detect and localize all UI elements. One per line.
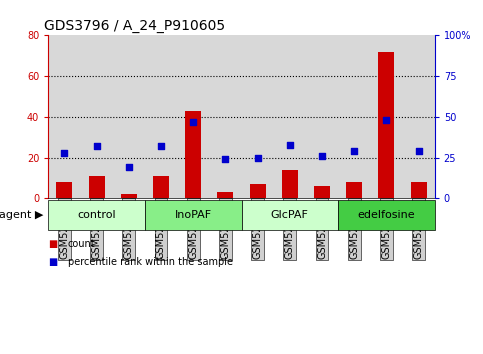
Bar bbox=[185, 111, 201, 198]
Point bbox=[254, 155, 261, 160]
Text: ■: ■ bbox=[48, 239, 57, 249]
Point bbox=[189, 119, 197, 125]
Bar bbox=[378, 52, 395, 198]
Point bbox=[60, 150, 68, 155]
Point bbox=[318, 153, 326, 159]
Text: GlcPAF: GlcPAF bbox=[271, 210, 309, 220]
Point bbox=[222, 156, 229, 162]
Point bbox=[286, 142, 294, 147]
Bar bbox=[121, 194, 137, 198]
Point bbox=[157, 143, 165, 149]
Point bbox=[125, 165, 133, 170]
Bar bbox=[250, 184, 266, 198]
Bar bbox=[411, 182, 426, 198]
Text: ■: ■ bbox=[48, 257, 57, 267]
Text: agent ▶: agent ▶ bbox=[0, 210, 43, 220]
Text: InoPAF: InoPAF bbox=[175, 210, 212, 220]
Bar bbox=[88, 176, 105, 198]
Text: count: count bbox=[68, 239, 95, 249]
Bar bbox=[346, 182, 362, 198]
Text: percentile rank within the sample: percentile rank within the sample bbox=[68, 257, 233, 267]
Bar bbox=[57, 182, 72, 198]
Point bbox=[383, 117, 390, 123]
Point bbox=[350, 148, 358, 154]
Bar bbox=[217, 192, 233, 198]
Point bbox=[93, 143, 100, 149]
Text: GDS3796 / A_24_P910605: GDS3796 / A_24_P910605 bbox=[44, 19, 226, 33]
Point bbox=[415, 148, 423, 154]
Bar bbox=[314, 186, 330, 198]
Text: control: control bbox=[77, 210, 116, 220]
Text: edelfosine: edelfosine bbox=[357, 210, 415, 220]
Bar bbox=[282, 170, 298, 198]
Bar bbox=[153, 176, 169, 198]
